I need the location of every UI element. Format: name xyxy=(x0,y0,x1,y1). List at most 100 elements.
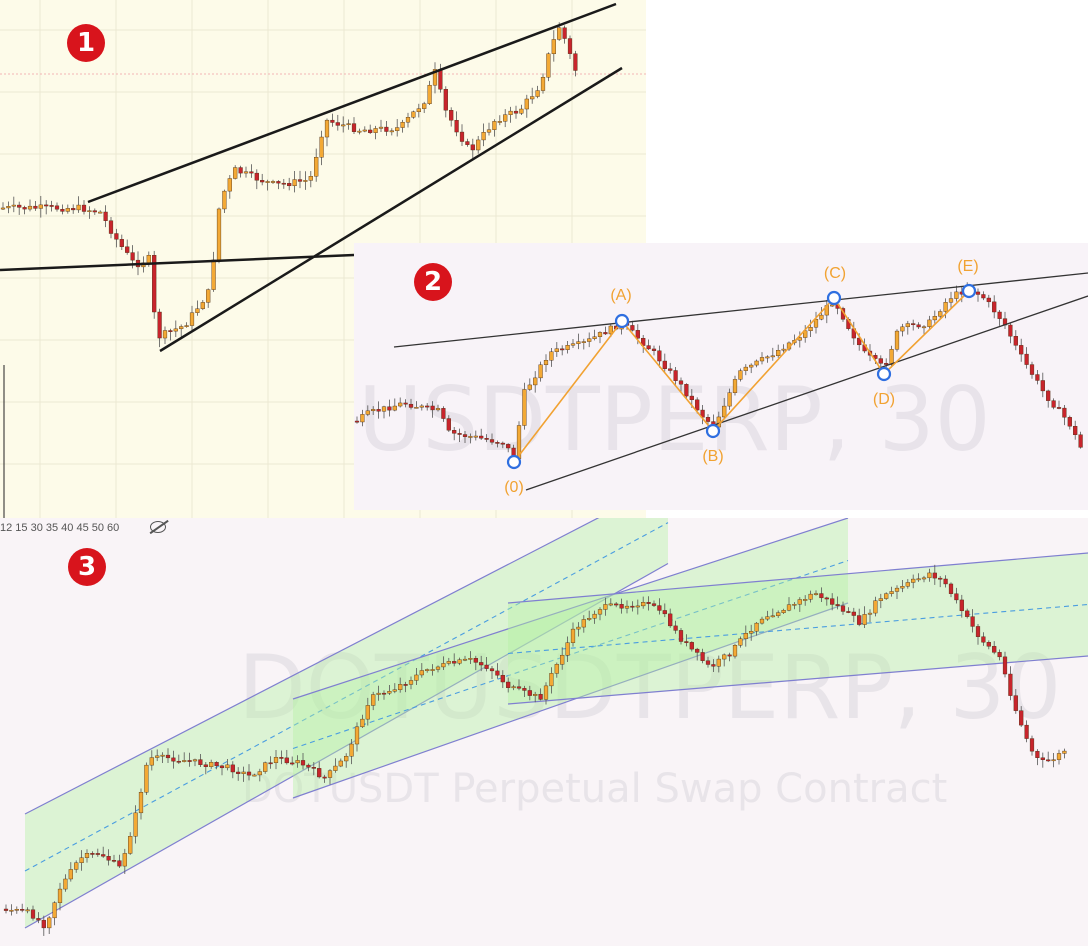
candle xyxy=(630,605,635,608)
candle xyxy=(543,360,549,366)
candle xyxy=(1019,710,1024,726)
candle xyxy=(168,330,173,332)
candle xyxy=(1062,750,1067,754)
candle xyxy=(98,211,103,214)
candle xyxy=(454,120,459,133)
candle xyxy=(36,918,41,921)
channel-2-upper xyxy=(292,518,849,700)
candle xyxy=(759,357,765,362)
candle xyxy=(387,406,392,411)
candle xyxy=(884,593,889,599)
candle xyxy=(705,417,711,422)
candle xyxy=(479,662,484,666)
candle xyxy=(165,754,171,759)
candle xyxy=(722,654,727,660)
candle xyxy=(1024,724,1029,739)
candle xyxy=(484,438,489,440)
candle xyxy=(130,252,135,261)
candle xyxy=(1078,434,1083,448)
candle xyxy=(997,652,1002,658)
pattern-label-e: (E) xyxy=(957,258,979,275)
candle xyxy=(260,180,265,183)
candle xyxy=(30,909,36,919)
candle xyxy=(214,762,219,767)
candle xyxy=(87,210,92,213)
candle xyxy=(873,600,878,614)
candle xyxy=(657,350,662,362)
support-line xyxy=(0,253,355,272)
candle xyxy=(376,409,381,412)
candle xyxy=(975,291,981,295)
candle xyxy=(1073,426,1078,435)
candle xyxy=(160,754,165,757)
candle xyxy=(830,304,835,307)
candle xyxy=(378,126,384,129)
pivot-b xyxy=(705,423,721,439)
candle xyxy=(149,757,154,766)
candle xyxy=(1029,738,1035,752)
candle xyxy=(111,860,117,862)
candle xyxy=(311,767,316,769)
chart-1-plot xyxy=(0,0,646,520)
candle xyxy=(1013,335,1018,346)
candle xyxy=(587,338,592,342)
candle xyxy=(346,123,351,126)
candle xyxy=(241,771,246,774)
candle xyxy=(60,209,65,212)
candle xyxy=(33,205,38,209)
candle xyxy=(506,444,511,449)
pivot-a xyxy=(614,313,630,329)
candle xyxy=(162,330,168,339)
candle xyxy=(986,297,991,303)
candle xyxy=(657,605,662,611)
candle xyxy=(651,603,657,606)
candle xyxy=(959,599,964,612)
candle xyxy=(900,326,905,332)
candle xyxy=(446,661,451,664)
candle xyxy=(1051,400,1056,408)
candle xyxy=(489,668,495,672)
candle xyxy=(981,294,986,299)
candle xyxy=(438,69,443,90)
candle xyxy=(916,578,921,581)
candle xyxy=(1019,345,1024,355)
candle xyxy=(567,38,573,54)
candle xyxy=(209,762,214,767)
toolbar-timeframes[interactable]: 12 15 30 35 40 45 50 60 xyxy=(0,522,120,534)
candle xyxy=(716,658,721,667)
eye-hidden-icon[interactable] xyxy=(150,521,166,533)
candle xyxy=(236,771,241,774)
candle xyxy=(851,611,856,616)
candle xyxy=(1040,757,1045,760)
candle xyxy=(770,615,775,618)
candle xyxy=(144,764,149,793)
channel-3-upper xyxy=(507,552,1088,604)
upper-trendline xyxy=(393,272,1088,348)
candle xyxy=(119,239,124,247)
panel-badge-3: 3 xyxy=(68,548,106,586)
candle xyxy=(219,765,225,769)
candle xyxy=(1056,407,1062,409)
candle xyxy=(273,757,279,763)
candle xyxy=(497,121,502,123)
candle xyxy=(927,319,932,327)
candle xyxy=(125,246,130,253)
candle xyxy=(400,121,405,128)
candle xyxy=(970,616,975,627)
candle xyxy=(878,598,883,601)
candle xyxy=(198,759,203,765)
candle xyxy=(678,630,684,642)
channel-2-midline xyxy=(292,559,849,750)
candle xyxy=(749,364,754,368)
candle xyxy=(689,395,694,401)
candle xyxy=(1046,759,1051,762)
candle xyxy=(597,332,603,337)
candle xyxy=(565,642,570,656)
candle xyxy=(857,337,862,346)
candle xyxy=(522,688,527,691)
candle xyxy=(530,96,535,100)
candle xyxy=(74,862,79,870)
candle xyxy=(47,917,52,929)
candle xyxy=(27,205,33,210)
candle xyxy=(297,179,303,182)
